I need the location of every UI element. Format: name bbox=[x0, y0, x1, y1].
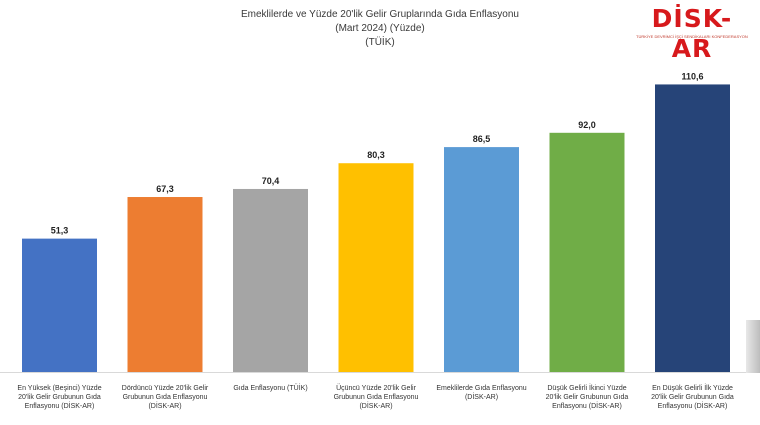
value-label-7: 110,6 bbox=[681, 71, 703, 81]
bar-2 bbox=[127, 197, 203, 372]
chart-floor bbox=[0, 372, 748, 373]
bar-1 bbox=[22, 238, 97, 372]
value-label-2: 67,3 bbox=[156, 184, 174, 194]
chart-side-wall bbox=[746, 320, 760, 373]
category-label-7: En Düşük Gelirli İlk Yüzde 20'lik Gelir G… bbox=[651, 383, 734, 410]
chart-subtitle: (Mart 2024) (Yüzde) bbox=[335, 23, 425, 34]
category-label-4: Üçüncü Yüzde 20'lik Gelir Grubunun Gıda E… bbox=[334, 384, 419, 410]
bar-3 bbox=[233, 188, 308, 372]
category-label-1: En Yüksek (Beşinci) Yüzde 20'lik Gelir Gr… bbox=[17, 385, 101, 410]
logo-subtitle: TÜRKİYE DEVRİMCİ İŞÇİ SENDİKALARI KONFED… bbox=[636, 34, 748, 39]
value-label-5: 86,5 bbox=[473, 134, 491, 144]
bar-5 bbox=[444, 147, 519, 372]
bar-7 bbox=[655, 84, 730, 372]
category-label-6: Düşük Gelirli İkinci Yüzde 20'lik Gelir G… bbox=[546, 383, 629, 410]
disk-ar-logo: DİSK-AR TÜRKİYE DEVRİMCİ İŞÇİ SENDİKALAR… bbox=[632, 4, 752, 63]
bar-4 bbox=[338, 163, 414, 372]
category-label-5: Emeklilerde Gıda Enflasyonu (DİSK-AR) bbox=[436, 385, 526, 401]
value-label-4: 80,3 bbox=[367, 150, 385, 160]
chart-source: (TÜİK) bbox=[365, 37, 395, 48]
chart-title-block: Emeklilerde ve Yüzde 20'lik Gelir Grupla… bbox=[0, 8, 760, 50]
bar-6 bbox=[549, 132, 625, 372]
chart-title: Emeklilerde ve Yüzde 20'lik Gelir Grupla… bbox=[241, 9, 519, 20]
value-label-6: 92,0 bbox=[578, 120, 596, 130]
value-label-3: 70,4 bbox=[262, 176, 280, 186]
category-label-3: Gıda Enflasyonu (TÜİK) bbox=[233, 383, 307, 392]
category-label-2: Dördüncü Yüzde 20'lik Gelir Grubunun Gıda… bbox=[122, 385, 209, 410]
logo-text: DİSK-AR bbox=[651, 4, 733, 63]
value-label-1: 51,3 bbox=[51, 226, 69, 236]
